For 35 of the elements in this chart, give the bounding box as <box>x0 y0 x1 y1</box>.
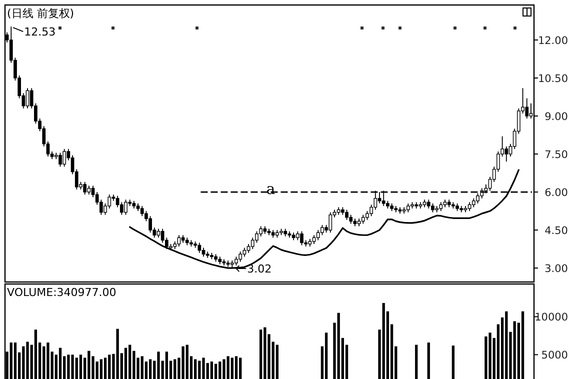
y-tick-label: 10000 <box>534 312 568 324</box>
candlestick <box>504 146 508 162</box>
candlestick <box>58 152 62 168</box>
candlestick <box>140 206 144 217</box>
candlestick <box>320 224 324 236</box>
candlestick <box>476 192 480 204</box>
chart-title: VOLUME:340977.00 <box>7 286 116 299</box>
candlestick <box>328 212 332 234</box>
candlestick <box>300 230 304 246</box>
annotation: 3.02 <box>247 262 272 276</box>
candlestick <box>316 230 320 241</box>
candlestick <box>255 230 258 244</box>
y-tick-label: 5000 <box>541 350 568 362</box>
candlestick <box>259 226 262 237</box>
candlestick <box>238 251 242 262</box>
candlestick <box>345 209 348 220</box>
y-tick-label: 9.00 <box>544 111 568 124</box>
y-tick-label: 3.00 <box>544 263 568 276</box>
candlestick <box>124 199 128 216</box>
y-tick-label: 10.50 <box>538 72 568 85</box>
y-tick-label: 7.50 <box>544 149 568 162</box>
candlestick <box>62 148 66 168</box>
annotation: 12.53 <box>24 26 56 39</box>
candlestick <box>108 194 112 209</box>
candlestick <box>250 237 254 250</box>
y-tick-label: 4.50 <box>544 225 568 238</box>
y-tick-label: 6.00 <box>544 187 568 200</box>
candlestick <box>148 216 152 234</box>
candlestick <box>525 98 529 119</box>
candlestick <box>198 242 202 254</box>
candlestick <box>83 181 86 196</box>
chart-title: (日线 前复权) <box>7 7 74 20</box>
candlestick <box>177 234 181 247</box>
candlestick <box>120 202 124 216</box>
y-tick-label: 12.00 <box>538 34 568 47</box>
